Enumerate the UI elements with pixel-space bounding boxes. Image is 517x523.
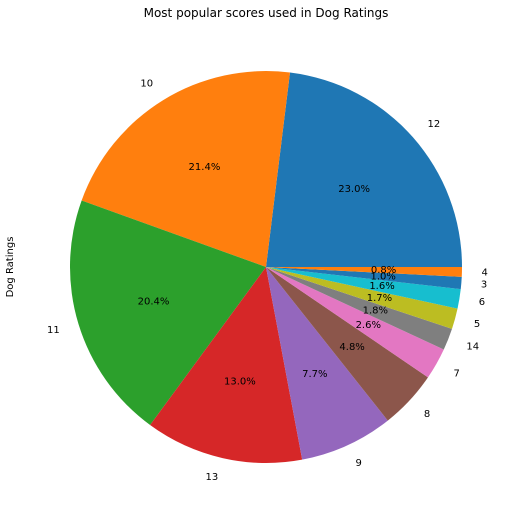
chart-title: Most popular scores used in Dog Ratings — [144, 6, 389, 20]
pie-slice-11 — [69, 200, 266, 426]
pie-slice-14 — [266, 267, 452, 350]
pie-slice-3 — [266, 267, 462, 290]
pct-label-12: 23.0% — [338, 184, 370, 195]
pct-label-8: 4.8% — [339, 342, 364, 353]
pie-slices — [69, 71, 462, 463]
pct-label-13: 13.0% — [224, 377, 256, 388]
slice-label-5: 5 — [474, 319, 480, 330]
pie-slice-8 — [266, 267, 428, 421]
pct-label-14: 1.8% — [363, 305, 388, 316]
slice-label-12: 12 — [428, 119, 441, 130]
slice-label-8: 8 — [424, 409, 430, 420]
pie-slice-5 — [266, 267, 458, 329]
slice-label-14: 14 — [466, 342, 479, 353]
pct-label-3: 1.0% — [371, 272, 396, 283]
slice-label-7: 7 — [454, 368, 460, 379]
pie-slice-10 — [81, 71, 290, 268]
slice-label-4: 4 — [482, 267, 488, 278]
y-axis-label: Dog Ratings — [5, 237, 16, 298]
pct-label-4: 0.8% — [371, 265, 396, 276]
slice-label-13: 13 — [205, 472, 218, 483]
pie-slice-13 — [150, 267, 303, 463]
pct-label-6: 1.6% — [369, 281, 394, 292]
pie-slice-9 — [266, 267, 388, 460]
pie-slice-12 — [266, 72, 462, 267]
pct-label-11: 20.4% — [138, 296, 170, 307]
slice-label-9: 9 — [356, 458, 362, 469]
pct-label-9: 7.7% — [302, 369, 327, 380]
pie-slice-6 — [266, 267, 461, 309]
pie-labels: 12 23.0% 10 21.4% 11 20.4% 13 13.0% 9 7.7% 8 4.8% 7 2… — [47, 78, 488, 483]
pct-label-5: 1.7% — [367, 293, 392, 304]
pie-slice-7 — [266, 267, 444, 378]
slice-label-6: 6 — [479, 297, 485, 308]
pct-label-7: 2.6% — [356, 320, 381, 331]
slice-label-10: 10 — [140, 78, 153, 89]
slice-label-3: 3 — [481, 280, 487, 291]
pct-label-10: 21.4% — [189, 162, 221, 173]
slice-label-11: 11 — [47, 325, 60, 336]
pie-slice-4 — [266, 267, 462, 277]
